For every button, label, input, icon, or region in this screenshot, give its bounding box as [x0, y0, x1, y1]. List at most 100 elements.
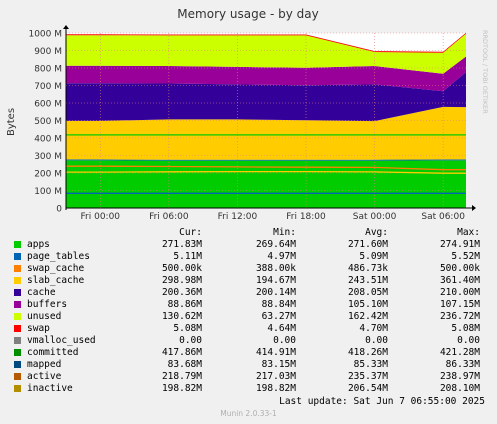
legend-row-apps: apps 271.83M 269.64M 271.60M 274.91M	[12, 239, 484, 251]
legend-max: 0.00	[457, 335, 480, 346]
legend-swatch	[14, 277, 21, 284]
legend-avg: 486.73k	[347, 263, 388, 274]
legend-swatch	[14, 373, 21, 380]
legend-max: 500.00k	[439, 263, 480, 274]
legend-cur: 88.86M	[167, 299, 202, 310]
legend-swatch	[14, 313, 21, 320]
y-tick-label: 500 M	[34, 117, 62, 127]
legend-max: 5.52M	[451, 251, 480, 262]
x-tick-label: Fri 00:00	[81, 212, 121, 222]
legend-min: 63.27M	[261, 311, 296, 322]
y-tick-label: 200 M	[34, 170, 62, 180]
legend-series-name: mapped	[27, 359, 62, 370]
legend-avg: 0.00	[365, 335, 388, 346]
legend-max: 208.10M	[439, 383, 480, 394]
legend-avg: 85.33M	[353, 359, 388, 370]
legend-min: 4.97M	[267, 251, 296, 262]
legend-min: 4.64M	[267, 323, 296, 334]
legend-cur: 271.83M	[161, 239, 202, 250]
legend-max: 361.40M	[439, 275, 480, 286]
legend-max: 274.91M	[439, 239, 480, 250]
legend-swatch	[14, 289, 21, 296]
legend-swatch	[14, 265, 21, 272]
y-tick-label: 400 M	[34, 135, 62, 145]
legend-avg: 235.37M	[347, 371, 388, 382]
legend-row-buffers: buffers 88.86M 88.84M 105.10M 107.15M	[12, 299, 484, 311]
legend-row-active: active 218.79M 217.03M 235.37M 238.97M	[12, 371, 484, 383]
legend-avg: 105.10M	[347, 299, 388, 310]
legend-max: 421.28M	[439, 347, 480, 358]
area-buffers	[66, 56, 466, 92]
legend-series-name: slab_cache	[27, 275, 85, 286]
legend-min: 200.14M	[255, 287, 296, 298]
legend-min: 414.91M	[255, 347, 296, 358]
rrdtool-credit: RRDTOOL / TOBI OETIKER	[481, 30, 489, 114]
x-tick-label: Sat 00:00	[353, 212, 397, 222]
x-tick-label: Sat 06:00	[421, 212, 465, 222]
y-tick-label: 700 M	[34, 82, 62, 92]
legend-swatch	[14, 325, 21, 332]
legend-series-name: swap_cache	[27, 263, 85, 274]
legend-cur: 218.79M	[161, 371, 202, 382]
y-axis-arrow	[63, 25, 69, 29]
legend-cur: 5.08M	[173, 323, 202, 334]
area-slab-cache	[66, 106, 466, 160]
legend-max: 86.33M	[445, 359, 480, 370]
y-tick-label: 0	[56, 205, 62, 215]
legend-min: 388.00k	[255, 263, 296, 274]
legend-cur: 5.11M	[173, 251, 202, 262]
legend-series-name: active	[27, 371, 62, 382]
legend-avg: 206.54M	[347, 383, 388, 394]
legend-series-name: inactive	[27, 383, 73, 394]
legend-row-slab-cache: slab_cache 298.98M 194.67M 243.51M 361.40M	[12, 275, 484, 287]
legend-row-cache: cache 200.36M 200.14M 208.05M 210.00M	[12, 287, 484, 299]
legend-max: 236.72M	[439, 311, 480, 322]
y-axis-label: Bytes	[6, 108, 17, 136]
legend-min: 217.03M	[255, 371, 296, 382]
legend-avg: 208.05M	[347, 287, 388, 298]
y-tick-label: 900 M	[34, 47, 62, 57]
legend-row-swap-cache: swap_cache 500.00k 388.00k 486.73k 500.00k	[12, 263, 484, 275]
legend-header-avg: Avg:	[365, 227, 388, 238]
legend-min: 88.84M	[261, 299, 296, 310]
legend-avg: 162.42M	[347, 311, 388, 322]
legend-row-swap: swap 5.08M 4.64M 4.70M 5.08M	[12, 323, 484, 335]
legend-header: Cur: Min: Avg: Max:	[12, 227, 484, 239]
legend-series-name: apps	[27, 239, 50, 250]
legend-series-name: committed	[27, 347, 79, 358]
legend-max: 5.08M	[451, 323, 480, 334]
legend-min: 83.15M	[261, 359, 296, 370]
y-tick-label: 600 M	[34, 100, 62, 110]
plot-area	[63, 25, 476, 211]
legend-row-unused: unused 130.62M 63.27M 162.42M 236.72M	[12, 311, 484, 323]
legend-row-vmalloc-used: vmalloc_used 0.00 0.00 0.00 0.00	[12, 335, 484, 347]
x-tick-labels: Fri 00:00 Fri 06:00 Fri 12:00 Fri 18:00 Sat …	[81, 212, 466, 222]
y-tick-label: 100 M	[34, 187, 62, 197]
legend-row-page-tables: page_tables 5.11M 4.97M 5.09M 5.52M	[12, 251, 484, 263]
area-unused	[66, 33, 466, 74]
x-axis-arrow	[472, 205, 476, 211]
legend-cur: 130.62M	[161, 311, 202, 322]
legend-min: 269.64M	[255, 239, 296, 250]
last-update: Last update: Sat Jun 7 06:55:00 2025	[279, 396, 485, 407]
x-tick-label: Fri 12:00	[218, 212, 258, 222]
legend-avg: 418.26M	[347, 347, 388, 358]
area-swap	[66, 32, 466, 53]
legend-series-name: unused	[27, 311, 62, 322]
footer-version: Munin 2.0.33-1	[220, 409, 277, 418]
x-tick-label: Fri 18:00	[286, 212, 326, 222]
legend-cur: 200.36M	[161, 287, 202, 298]
legend-max: 107.15M	[439, 299, 480, 310]
legend-series-name: swap	[27, 323, 50, 334]
legend-header-cur: Cur:	[179, 227, 202, 238]
legend-max: 238.97M	[439, 371, 480, 382]
legend-cur: 500.00k	[161, 263, 202, 274]
x-tick-label: Fri 06:00	[149, 212, 189, 222]
legend-series-name: page_tables	[27, 251, 90, 262]
legend-swatch	[14, 241, 21, 248]
legend-swatch	[14, 253, 21, 260]
legend-avg: 5.09M	[359, 251, 388, 262]
legend-cur: 0.00	[179, 335, 202, 346]
legend-avg: 243.51M	[347, 275, 388, 286]
